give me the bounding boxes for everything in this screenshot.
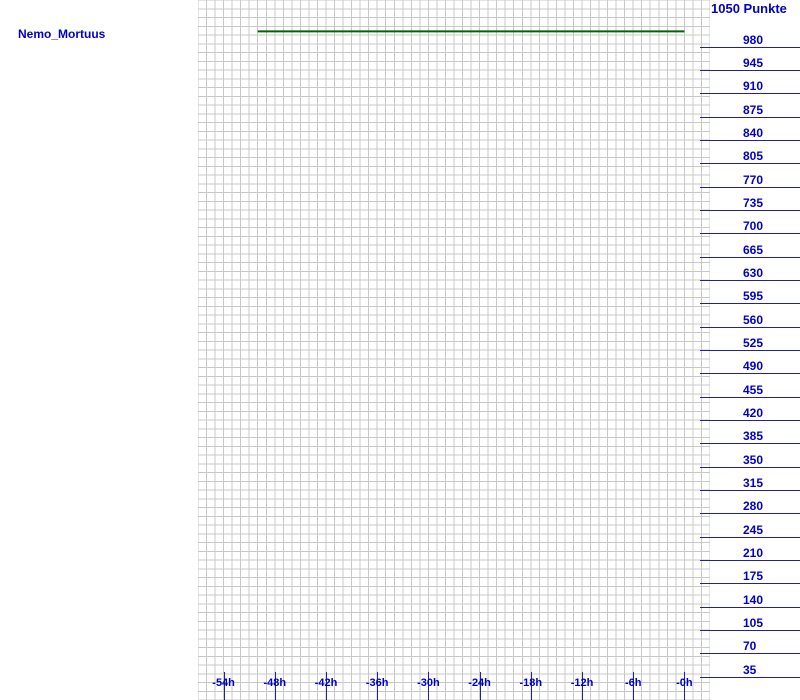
y-tick-mark (700, 420, 800, 421)
y-tick-mark (700, 163, 800, 164)
y-tick-label: 455 (743, 383, 763, 397)
y-tick-label: 210 (743, 546, 763, 560)
y-tick-label: 105 (743, 616, 763, 630)
y-tick-mark (700, 187, 800, 188)
y-tick-mark (700, 117, 800, 118)
y-tick-mark (700, 630, 800, 631)
y-tick-label: 770 (743, 173, 763, 187)
y-tick-mark (700, 140, 800, 141)
x-tick-label: -36h (366, 677, 389, 689)
y-tick-label: 560 (743, 313, 763, 327)
y-tick-mark (700, 537, 800, 538)
y-tick-label: 805 (743, 149, 763, 163)
y-tick-mark (700, 93, 800, 94)
y-tick-mark (700, 327, 800, 328)
y-tick-mark (700, 513, 800, 514)
y-tick-label: 490 (743, 359, 763, 373)
y-tick-mark (700, 467, 800, 468)
y-tick-mark (700, 70, 800, 71)
y-tick-label: 595 (743, 289, 763, 303)
x-tick-label: -54h (212, 677, 235, 689)
y-tick-mark (700, 350, 800, 351)
y-tick-label: 280 (743, 499, 763, 513)
y-tick-mark (700, 583, 800, 584)
y-tick-mark (700, 560, 800, 561)
y-tick-mark (700, 677, 800, 678)
y-tick-mark (700, 653, 800, 654)
y-tick-mark (700, 47, 800, 48)
y-tick-label: 245 (743, 523, 763, 537)
y-tick-label: 315 (743, 476, 763, 490)
x-tick-label: -18h (519, 677, 542, 689)
y-tick-label: 840 (743, 126, 763, 140)
y-tick-label: 980 (743, 33, 763, 47)
player-name: Nemo_Mortuus (18, 27, 105, 41)
y-tick-label: 875 (743, 103, 763, 117)
x-tick-label: -6h (625, 677, 642, 689)
y-tick-mark (700, 280, 800, 281)
y-tick-label: 910 (743, 79, 763, 93)
x-tick-label: -24h (468, 677, 491, 689)
y-tick-label: 35 (743, 663, 756, 677)
y-tick-mark (700, 210, 800, 211)
y-tick-mark (700, 397, 800, 398)
y-tick-label: 140 (743, 593, 763, 607)
y-tick-label: 420 (743, 406, 763, 420)
y-tick-mark (700, 303, 800, 304)
y-tick-mark (700, 257, 800, 258)
chart-area (198, 0, 710, 700)
y-tick-label: 700 (743, 219, 763, 233)
y-tick-label: 630 (743, 266, 763, 280)
x-tick-label: -0h (676, 677, 693, 689)
y-tick-label: 385 (743, 429, 763, 443)
y-tick-mark (700, 443, 800, 444)
x-tick-label: -48h (263, 677, 286, 689)
y-tick-label: 525 (743, 336, 763, 350)
y-tick-mark (700, 490, 800, 491)
y-tick-mark (700, 607, 800, 608)
chart-title: 1050 Punkte (711, 1, 787, 16)
x-tick-label: -12h (571, 677, 594, 689)
y-tick-label: 665 (743, 243, 763, 257)
y-tick-mark (700, 233, 800, 234)
y-tick-label: 735 (743, 196, 763, 210)
x-tick-label: -42h (315, 677, 338, 689)
y-tick-label: 350 (743, 453, 763, 467)
y-tick-label: 945 (743, 56, 763, 70)
y-tick-label: 175 (743, 569, 763, 583)
y-tick-label: 70 (743, 639, 756, 653)
y-tick-mark (700, 373, 800, 374)
x-tick-label: -30h (417, 677, 440, 689)
